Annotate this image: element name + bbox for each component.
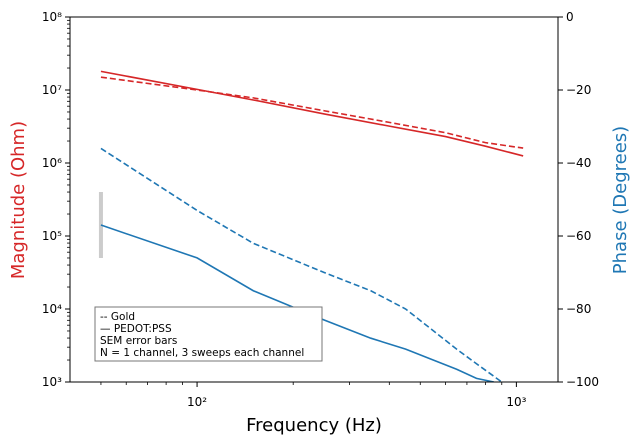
y-left-tick-label-2: 10⁵ (42, 229, 62, 243)
phase-dashed-line (100, 147, 503, 382)
y-left-axis-title: Magnitude (Ohm) (8, 121, 29, 279)
legend-line-n: N = 1 channel, 3 sweeps each channel (100, 347, 304, 359)
phase-solid-line (100, 224, 495, 382)
legend-line-sem: SEM error bars (100, 335, 177, 347)
y-right-tick-label-2: −40 (566, 156, 591, 170)
legend-line-pedot: — PEDOT:PSS (100, 323, 172, 335)
y-left-tick-label-3: 10⁶ (42, 156, 62, 170)
legend-line-gold: -- Gold (100, 311, 135, 323)
magnitude-dashed-line (100, 76, 524, 149)
x-tick-label-1: 10³ (506, 395, 526, 409)
magnitude-solid-line (100, 70, 524, 157)
y-left-tick-label-4: 10⁷ (42, 83, 62, 97)
x-tick-label-0: 10² (187, 395, 207, 409)
y-left-tick-label-1: 10⁴ (42, 302, 62, 316)
axes: 10² 10³ 10³ 10⁴ 10⁵ 10⁶ 10⁷ 10⁸ 0 −20 −40 −60 −80 −10… (42, 10, 599, 409)
y-left-tick-label-0: 10³ (42, 375, 62, 389)
y-right-tick-label-1: −20 (566, 83, 591, 97)
legend: -- Gold — PEDOT:PSS SEM error bars N = 1… (94, 306, 323, 362)
x-axis-title: Frequency (Hz) (246, 415, 382, 436)
y-left-tick-label-5: 10⁸ (42, 10, 62, 24)
y-right-axis-title: Phase (Degrees) (610, 126, 631, 274)
plot-area (98, 70, 524, 382)
series-group (98, 70, 524, 382)
y-right-tick-label-3: −60 (566, 229, 591, 243)
y-right-tick-label-5: −100 (566, 375, 599, 389)
y-right-tick-label-4: −80 (566, 302, 591, 316)
y-right-tick-label-0: 0 (566, 10, 574, 24)
legend-box (94, 306, 323, 362)
